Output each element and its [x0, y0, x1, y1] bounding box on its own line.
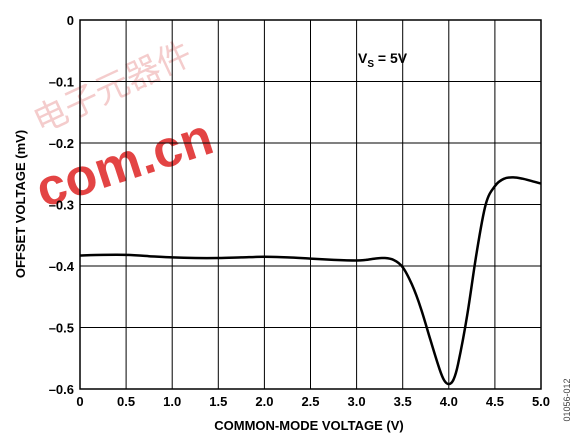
- y-tick-label: 0: [67, 13, 74, 28]
- annotation-main: V: [358, 50, 368, 66]
- annotation-rest: = 5V: [374, 50, 408, 66]
- y-tick-label: –0.2: [49, 136, 74, 151]
- y-axis-title: OFFSET VOLTAGE (mV): [13, 130, 28, 278]
- y-tick-label: –0.3: [49, 198, 74, 213]
- y-tick-label: –0.4: [49, 259, 75, 274]
- x-tick-label: 3.0: [348, 394, 366, 409]
- x-tick-label: 1.5: [209, 394, 227, 409]
- grid: [80, 20, 541, 389]
- figure-id: 01056-012: [562, 378, 572, 421]
- y-tick-label: –0.6: [49, 382, 74, 397]
- annotation-sub: S: [367, 59, 374, 70]
- y-tick-label: –0.1: [49, 75, 74, 90]
- x-tick-label: 0: [76, 394, 83, 409]
- x-tick-label: 3.5: [394, 394, 412, 409]
- series-group: [79, 176, 542, 386]
- plot-border: [79, 19, 542, 390]
- x-tick-label: 1.0: [163, 394, 181, 409]
- x-tick-label: 5.0: [532, 394, 550, 409]
- series-line: [79, 176, 542, 386]
- watermark: 电子元器件 com.cn: [27, 34, 220, 219]
- annotation-vs: VS = 5V: [358, 50, 408, 70]
- x-tick-label: 2.0: [255, 394, 273, 409]
- x-tick-label: 4.0: [440, 394, 458, 409]
- x-tick-label: 2.5: [301, 394, 319, 409]
- x-axis-title: COMMON-MODE VOLTAGE (V): [214, 418, 403, 433]
- x-tick-label: 4.5: [486, 394, 504, 409]
- y-tick-label: –0.5: [49, 321, 74, 336]
- x-tick-label: 0.5: [117, 394, 135, 409]
- plot-frame: [79, 19, 542, 390]
- y-tick-labels: 0 –0.1 –0.2 –0.3 –0.4 –0.5 –0.6: [49, 13, 75, 397]
- x-tick-labels: 0 0.5 1.0 1.5 2.0 2.5 3.0 3.5 4.0 4.5 5.0: [76, 394, 550, 409]
